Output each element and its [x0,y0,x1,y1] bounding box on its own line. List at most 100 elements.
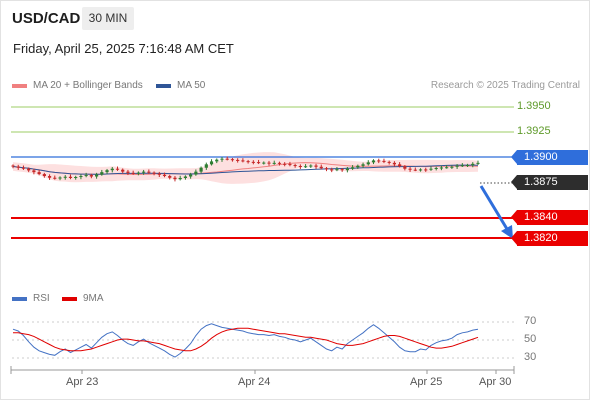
ma50-swatch [156,83,171,88]
candle-body [220,158,224,160]
candle [361,162,365,168]
candle [246,159,250,164]
candle-body [267,162,271,164]
candle [277,161,282,166]
candle [476,160,480,166]
candle [314,163,318,169]
candle-body [100,172,104,175]
candle [126,169,130,176]
symbol-title: USD/CAD [12,10,81,27]
candle-body [460,165,464,167]
candle-body [345,168,349,171]
candle [387,160,391,165]
legend-ma50: MA 50 [156,80,205,91]
candle-body [189,174,193,177]
candle [16,164,20,170]
candle [173,176,177,182]
candle [455,164,459,169]
candle-body [361,164,365,166]
forecast-arrow-shaft [479,185,509,230]
candle-body [63,176,67,178]
candle [366,160,370,166]
candle [27,167,31,173]
ma20-label: MA 20 + Bollinger Bands [33,80,143,91]
candle-body [136,172,140,174]
candle [288,161,292,167]
candle [371,159,376,165]
candle-body [277,162,282,164]
candle-body [471,163,475,166]
bollinger-band [13,152,478,184]
candle-body [377,160,381,162]
candle-body [162,174,167,177]
candle [199,166,203,174]
candle-body [204,164,208,168]
candle-body [319,166,323,169]
candle [236,158,240,163]
current-price-label: 1.3875 [511,175,588,190]
candle-body [47,176,52,178]
candle-body [413,169,417,171]
candle-body [382,160,386,162]
candle-body [32,170,36,173]
level-label-1-3925: 1.3925 [517,125,551,137]
candle-body [366,162,370,165]
level-label-1-3900: 1.3900 [511,150,588,165]
level-label-1-3840: 1.3840 [511,210,588,225]
candle [11,164,15,169]
candle-body [403,166,407,169]
candle-body [298,166,302,168]
x-label-apr30: Apr 30 [479,376,512,388]
candle [465,163,470,168]
candle [471,162,475,168]
candle-body [21,167,26,169]
ma50-label: MA 50 [177,80,206,91]
candle-body [110,168,114,171]
candle-body [371,160,376,163]
rsi-ma-line [13,327,479,352]
candle [183,175,188,180]
candle-body [79,176,83,178]
candle-body [246,161,250,163]
candle [351,165,355,170]
candle-body [131,172,135,174]
ma50-line [12,164,479,175]
candle [94,172,99,179]
candle-body [450,166,454,168]
candle-body [283,163,287,165]
candlesticks [11,156,480,182]
forecast-arrow-head [501,225,513,239]
x-label-apr24: Apr 24 [238,376,271,388]
candle [418,168,423,172]
bollinger-band-area [13,152,478,184]
candle [335,167,339,172]
level-label-1-3820: 1.3820 [511,231,588,246]
candle [330,167,334,173]
candle [403,165,407,171]
candle-body [356,165,360,168]
candle-body [340,169,344,171]
candle-body [225,158,229,160]
candle [256,159,261,165]
candle [42,172,46,178]
candle [204,162,208,170]
legend-9ma: 9MA [62,293,104,304]
candle [178,175,182,181]
candle-body [152,172,156,174]
legend-ma20: MA 20 + Bollinger Bands [12,80,143,91]
candle [147,169,151,174]
candle-body [209,161,214,165]
candle [445,165,449,169]
candle-body [11,165,15,167]
candle-body [351,167,355,169]
candle [267,160,271,166]
candle [89,173,93,179]
candle [408,167,412,172]
candle-body [424,169,428,171]
timeframe-button[interactable]: 30 MIN [82,7,134,30]
candle [392,161,397,167]
candle [398,162,402,168]
candle-body [324,168,329,170]
candle [340,167,344,172]
